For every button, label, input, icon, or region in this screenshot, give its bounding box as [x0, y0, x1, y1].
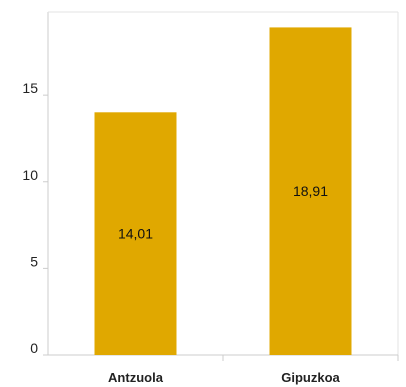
bar-gipuzkoa	[269, 27, 352, 356]
x-tick-label: Gipuzkoa	[281, 370, 340, 385]
bar-antzuola	[94, 112, 177, 355]
y-tick-label: 0	[30, 340, 38, 356]
y-tick-label: 15	[22, 80, 38, 96]
y-axis: 0 5 10 15	[22, 80, 48, 356]
y-tick-label: 5	[30, 253, 38, 269]
x-tick-label: Antzuola	[108, 370, 164, 385]
x-axis: Antzuola Gipuzkoa	[108, 355, 399, 385]
bars: 14,01 18,91	[94, 27, 352, 356]
data-label: 18,91	[293, 183, 328, 199]
y-tick-label: 10	[22, 167, 38, 183]
data-label: 14,01	[118, 226, 153, 242]
